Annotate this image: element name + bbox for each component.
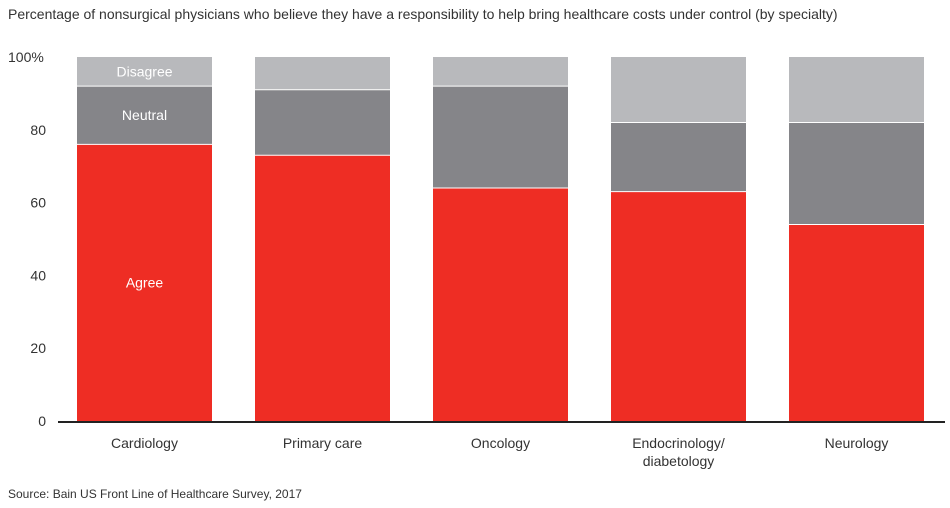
bar-primary-care-neutral	[255, 89, 390, 156]
bar-endocrinology-diabetology-neutral	[611, 122, 746, 192]
segment-label-disagree: Disagree	[116, 64, 172, 80]
x-tick-label-neurology: Neurology	[825, 435, 889, 451]
bar-neurology-neutral	[789, 122, 924, 225]
bar-primary-care-agree	[255, 155, 390, 421]
chart-title: Percentage of nonsurgical physicians who…	[8, 6, 838, 22]
y-tick-label: 40	[30, 267, 46, 283]
bar-neurology-disagree	[789, 57, 924, 123]
bar-primary-care-disagree	[255, 57, 390, 90]
segment-label-agree: Agree	[126, 275, 164, 291]
x-tick-label-oncology: Oncology	[471, 435, 530, 451]
bars-group	[77, 57, 924, 422]
x-tick-label-cardiology: Cardiology	[111, 435, 178, 451]
bar-oncology-disagree	[433, 57, 568, 87]
bar-endocrinology-diabetology-disagree	[611, 57, 746, 123]
y-tick-label: 100%	[8, 49, 44, 65]
y-tick-label: 0	[38, 413, 46, 429]
x-tick-label-primary-care: Primary care	[283, 435, 363, 451]
x-axis: Cardiology Primary care Oncology Endocrinol…	[58, 421, 945, 469]
y-tick-label: 60	[30, 195, 46, 211]
y-tick-label: 20	[30, 340, 46, 356]
bar-endocrinology-diabetology-agree	[611, 191, 746, 421]
y-axis: 0 20 40 60 80 100%	[8, 49, 46, 429]
bar-cardiology-disagree	[77, 57, 212, 87]
segment-label-neutral: Neutral	[122, 107, 167, 123]
bar-oncology-agree	[433, 188, 568, 421]
bar-neurology-agree	[789, 224, 924, 421]
x-tick-label-endocrinology-diabetology: Endocrinology/diabetology	[632, 435, 725, 469]
chart-source: Source: Bain US Front Line of Healthcare…	[8, 487, 302, 501]
bar-cardiology-agree	[77, 144, 212, 422]
bar-cardiology-neutral	[77, 86, 212, 145]
bar-oncology-neutral	[433, 86, 568, 189]
y-tick-label: 80	[30, 122, 46, 138]
segment-labels-group: Agree Neutral Disagree	[116, 64, 172, 291]
